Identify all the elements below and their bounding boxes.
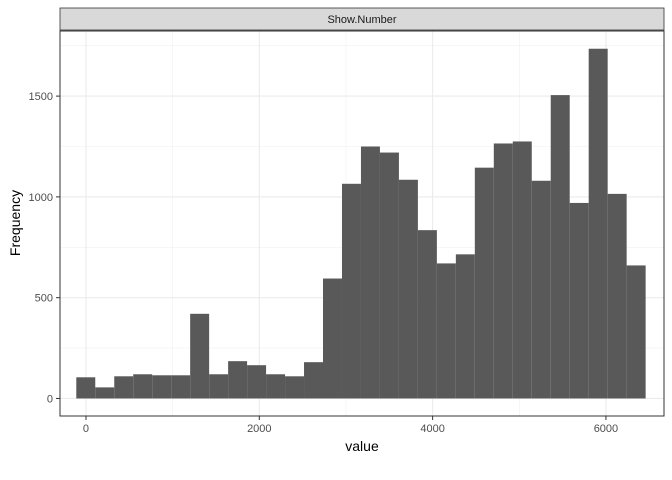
y-tick-label: 0 — [47, 393, 53, 405]
facet-strip: Show.Number — [59, 7, 665, 31]
histogram-bar — [607, 193, 627, 399]
histogram-bar — [379, 152, 399, 399]
x-tick-label: 6000 — [594, 423, 618, 435]
histogram-bar — [493, 143, 513, 399]
histogram-bar — [417, 230, 437, 399]
y-axis: 0 500 1000 1500 — [29, 91, 60, 405]
histogram-bar — [626, 265, 646, 399]
histogram-bar — [304, 362, 324, 399]
x-tick-label: 4000 — [420, 423, 444, 435]
bars — [76, 48, 646, 399]
histogram-bar — [247, 365, 267, 399]
histogram-bar — [190, 313, 210, 399]
plot-panel-border — [59, 30, 665, 417]
histogram-bar — [550, 95, 570, 399]
histogram-bar — [133, 374, 153, 399]
histogram-bar — [323, 278, 342, 399]
histogram-bar — [266, 374, 286, 399]
histogram-bar — [398, 179, 418, 399]
x-axis: 0 2000 4000 6000 — [83, 416, 618, 435]
x-axis-title: value — [345, 438, 379, 454]
histogram-bar — [285, 376, 305, 399]
histogram-bar — [152, 375, 172, 399]
y-tick-label: 500 — [35, 293, 53, 305]
histogram-bar — [228, 361, 248, 399]
histogram-bar — [171, 375, 191, 399]
y-tick-label: 1500 — [29, 91, 53, 103]
histogram-bar — [209, 374, 229, 399]
histogram-bar — [531, 180, 551, 399]
x-tick-label: 0 — [83, 423, 89, 435]
facet-strip-label: Show.Number — [327, 14, 396, 26]
y-tick-label: 1000 — [29, 192, 53, 204]
histogram-bar — [341, 183, 361, 399]
histogram-bar — [76, 377, 96, 399]
y-axis-title: Frequency — [7, 190, 23, 256]
histogram-bar — [569, 202, 589, 399]
histogram-bar — [95, 387, 115, 399]
x-tick-label: 2000 — [247, 423, 271, 435]
histogram-bar — [512, 141, 532, 399]
facet-strip-box — [59, 7, 665, 31]
histogram-bar — [474, 167, 494, 399]
histogram-bar — [436, 263, 456, 399]
histogram-bar — [455, 254, 475, 399]
histogram-bar — [114, 376, 134, 399]
histogram-bar — [360, 146, 380, 399]
histogram-bar — [588, 48, 608, 399]
